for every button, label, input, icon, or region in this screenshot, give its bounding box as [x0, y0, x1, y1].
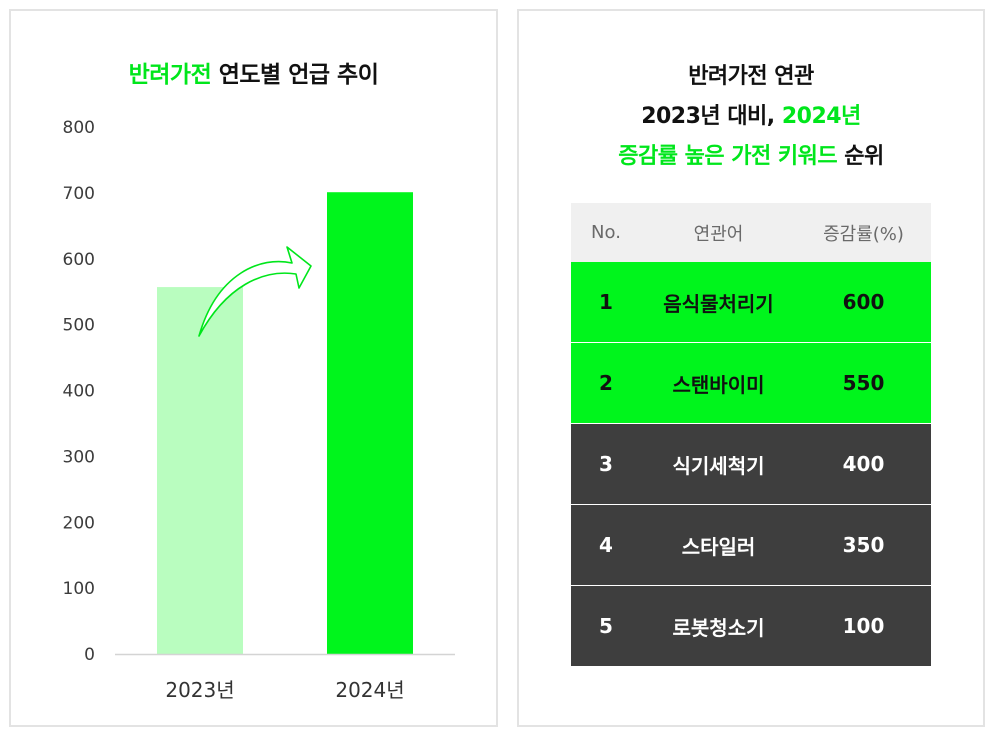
table-row: 4 스타일러 350 [571, 504, 931, 586]
bar-2023년 [157, 287, 243, 654]
ranking-title-line1: 반려가전 연관 [688, 64, 814, 89]
chart-title-rest: 연도별 언급 추이 [211, 62, 379, 88]
y-tick-label: 600 [63, 250, 95, 270]
y-tick-label: 100 [63, 579, 95, 599]
chart-title: 반려가전 연도별 언급 추이 [11, 55, 496, 89]
y-tick-label: 300 [63, 447, 95, 467]
row-rank: 2 [571, 342, 641, 424]
row-rank: 3 [571, 423, 641, 505]
y-tick-label: 200 [63, 513, 95, 533]
table-header-row: No. 연관어 증감률(%) [571, 203, 931, 262]
bar-2024년 [327, 192, 413, 654]
ranking-title-line3-a: 증감률 높은 가전 키워드 [618, 144, 838, 169]
ranking-title: 반려가전 연관 2023년 대비, 2024년 증감률 높은 가전 키워드 순위 [519, 57, 983, 177]
row-rate: 550 [796, 342, 931, 424]
header-no: No. [571, 203, 641, 262]
row-rate: 400 [796, 423, 931, 505]
header-rate: 증감률(%) [796, 203, 931, 262]
table-row: 1 음식물처리기 600 [571, 262, 931, 343]
x-tick-label: 2023년 [165, 678, 234, 702]
row-keyword: 스탠바이미 [641, 342, 796, 424]
y-tick-label: 800 [63, 118, 95, 138]
table-row: 2 스탠바이미 550 [571, 342, 931, 424]
bar-chart: 0 100 200 300 400 500 600 700 800 2023년 2024년 [63, 118, 455, 702]
ranking-table: No. 연관어 증감률(%) 1 음식물처리기 600 2 스탠바이미 550 … [571, 203, 931, 667]
ranking-title-line2-a: 2023년 대비, [641, 104, 782, 129]
chart-title-accent: 반려가전 [128, 62, 212, 88]
y-tick-label: 400 [63, 382, 95, 402]
ranking-title-line3: 증감률 높은 가전 키워드 순위 [519, 137, 983, 177]
row-rate: 100 [796, 585, 931, 667]
row-keyword: 식기세척기 [641, 423, 796, 505]
curved-arrow-up-icon [198, 246, 312, 337]
row-keyword: 로봇청소기 [641, 585, 796, 667]
row-rank: 1 [571, 262, 641, 343]
x-tick-label: 2024년 [335, 678, 404, 702]
y-tick-label: 0 [84, 645, 95, 665]
ranking-title-line2-b: 2024년 [781, 104, 861, 129]
row-keyword: 음식물처리기 [641, 262, 796, 343]
row-rank: 4 [571, 504, 641, 586]
y-tick-label: 500 [63, 316, 95, 336]
row-rate: 600 [796, 262, 931, 343]
right-ranking-panel: 반려가전 연관 2023년 대비, 2024년 증감률 높은 가전 키워드 순위… [517, 9, 985, 727]
left-chart-panel: 반려가전 연도별 언급 추이 0 100 200 300 400 500 600 700 800… [9, 9, 498, 727]
y-tick-label: 700 [63, 184, 95, 204]
row-rate: 350 [796, 504, 931, 586]
table-row: 5 로봇청소기 100 [571, 585, 931, 667]
row-keyword: 스타일러 [641, 504, 796, 586]
table-row: 3 식기세척기 400 [571, 423, 931, 505]
header-keyword: 연관어 [641, 203, 796, 262]
ranking-title-line3-b: 순위 [837, 144, 884, 169]
ranking-title-line2: 2023년 대비, 2024년 [519, 97, 983, 137]
row-rank: 5 [571, 585, 641, 667]
